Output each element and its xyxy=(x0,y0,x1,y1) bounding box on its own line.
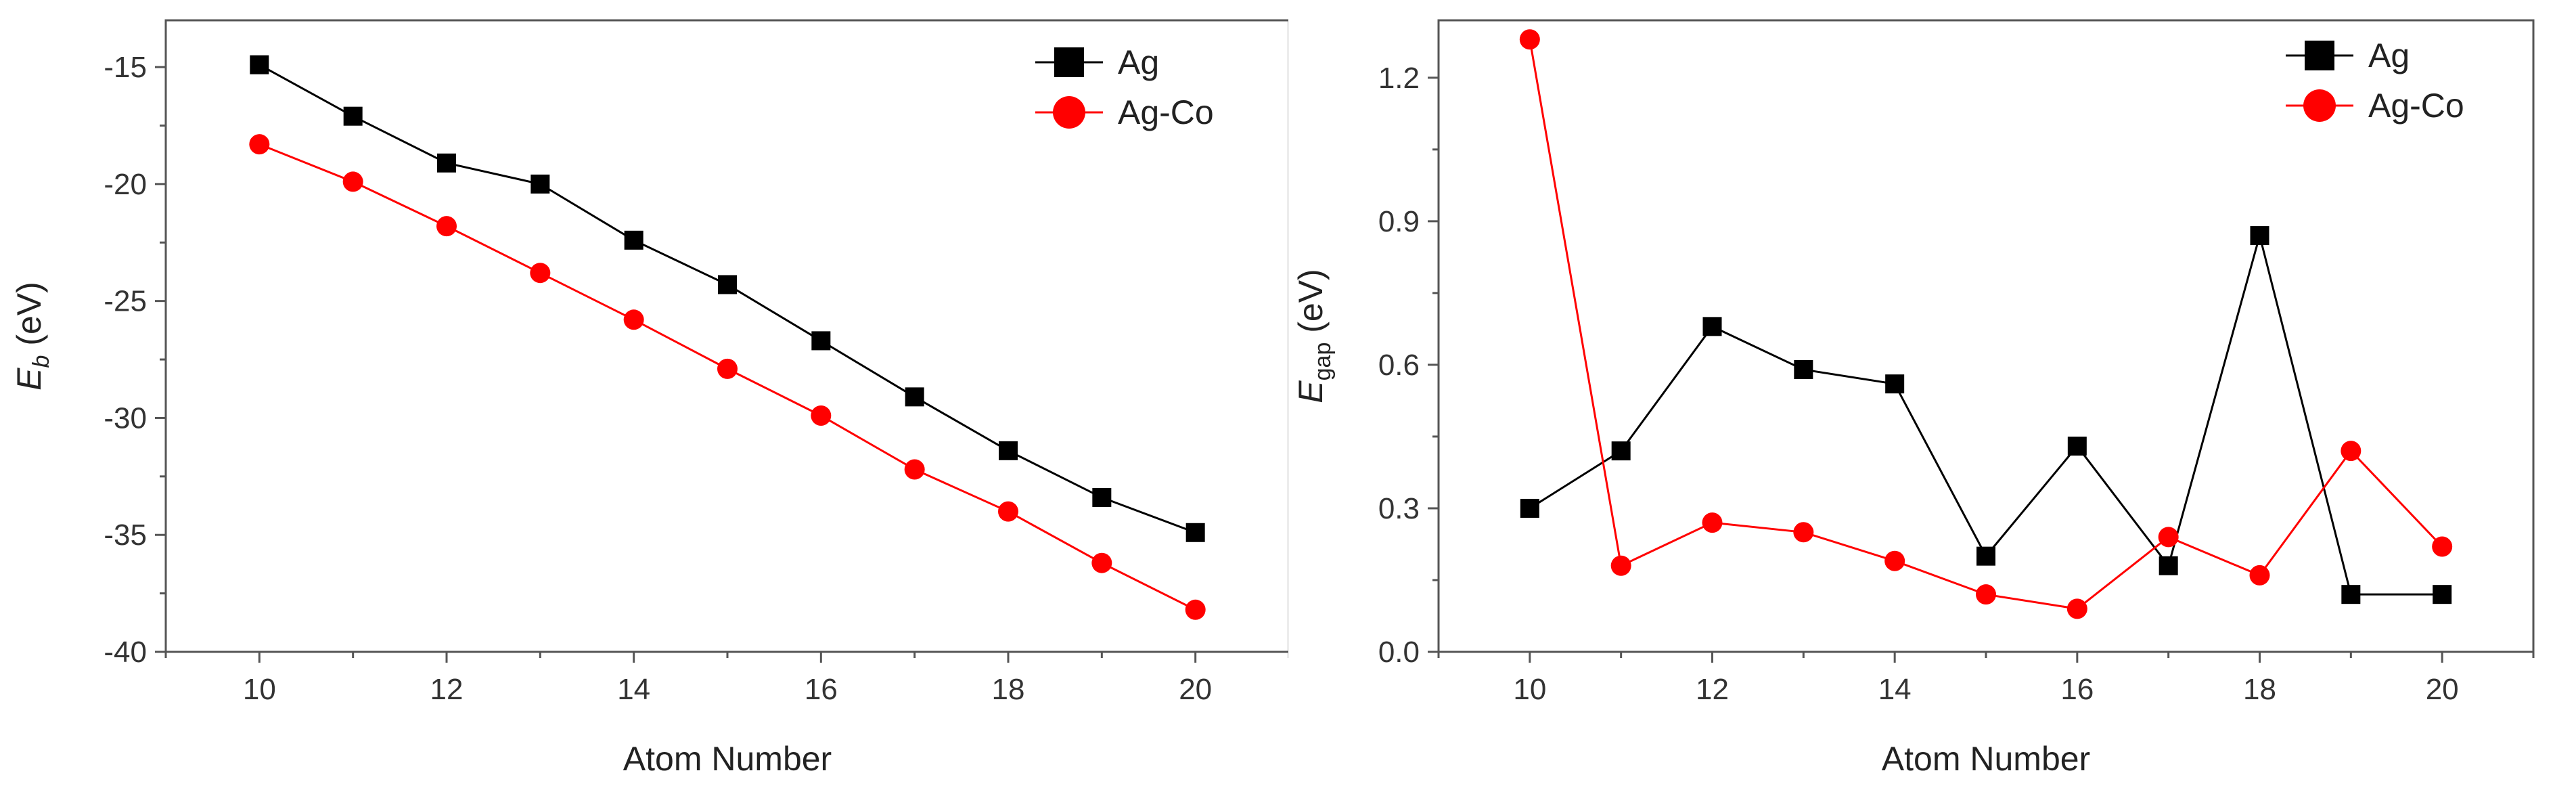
data-point-ag-co xyxy=(623,309,644,330)
y-axis-title-unit: (eV) xyxy=(10,282,48,355)
data-point-ag-co xyxy=(436,216,457,237)
data-point-ag-co xyxy=(2249,565,2270,586)
legend-marker-ag-co xyxy=(2303,89,2336,122)
legend-label-ag: Ag xyxy=(2368,37,2410,74)
data-point-ag xyxy=(1092,487,1112,507)
y-axis-title-symbol: E xyxy=(1292,380,1330,403)
data-point-ag-co xyxy=(2341,441,2362,462)
series-line-ag xyxy=(258,64,1196,534)
data-point-ag xyxy=(2250,226,2269,246)
data-point-ag-co xyxy=(1702,512,1723,533)
x-tick-label: 18 xyxy=(992,673,1025,706)
data-point-ag-co xyxy=(1091,552,1112,573)
x-tick-label: 16 xyxy=(2060,673,2094,706)
data-point-ag-co xyxy=(1976,584,1996,605)
data-point-ag xyxy=(718,275,737,294)
data-point-ag xyxy=(624,230,643,250)
series-line-ag-co xyxy=(1529,39,2443,610)
y-tick-label: 0.0 xyxy=(1378,636,1420,669)
data-point-ag xyxy=(1885,374,1905,394)
y-tick-label: -15 xyxy=(104,51,147,84)
x-tick-label: 14 xyxy=(617,673,650,706)
data-point-ag xyxy=(343,106,363,126)
legend-marker-ag xyxy=(2305,41,2334,70)
data-point-ag xyxy=(250,55,269,74)
data-point-ag xyxy=(1185,523,1205,542)
x-tick-label: 20 xyxy=(1179,673,1212,706)
y-tick-label: -40 xyxy=(104,636,147,669)
data-point-ag xyxy=(2067,437,2087,456)
data-point-ag xyxy=(1794,359,1813,379)
series-line-ag xyxy=(1529,231,2443,596)
data-point-ag xyxy=(2159,556,2178,575)
data-point-ag xyxy=(999,441,1018,460)
y-axis-title: Egap (eV) xyxy=(1292,269,1336,403)
legend-label-ag-co: Ag-Co xyxy=(1118,93,1214,131)
legend-label-ag: Ag xyxy=(1118,43,1159,81)
y-axis-title: Eb (eV) xyxy=(10,282,54,391)
data-point-ag-co xyxy=(904,459,925,480)
data-point-ag-co xyxy=(717,358,738,379)
y-axis-title-subscript: b xyxy=(28,355,54,368)
data-point-ag-co xyxy=(1519,29,1540,50)
data-point-ag-co xyxy=(1610,555,1631,576)
y-axis-title-unit: (eV) xyxy=(1292,269,1330,342)
y-tick-label: 1.2 xyxy=(1378,62,1420,95)
data-point-ag xyxy=(1702,317,1722,336)
y-tick-label: 0.3 xyxy=(1378,492,1420,525)
x-axis-title: Atom Number xyxy=(1882,740,2090,778)
data-point-ag xyxy=(1520,498,1539,518)
data-point-ag-co xyxy=(998,501,1018,522)
y-tick-label: 0.6 xyxy=(1378,349,1420,382)
x-tick-label: 10 xyxy=(243,673,276,706)
legend-marker-ag xyxy=(1054,47,1084,77)
x-tick-label: 20 xyxy=(2426,673,2459,706)
x-tick-label: 12 xyxy=(430,673,464,706)
data-point-ag xyxy=(811,331,831,351)
y-axis-title-subscript: gap xyxy=(1310,343,1336,381)
y-axis-title-symbol: E xyxy=(10,368,48,391)
data-point-ag xyxy=(1611,441,1631,461)
x-tick-label: 10 xyxy=(1513,673,1546,706)
data-point-ag xyxy=(2433,585,2452,604)
data-point-ag xyxy=(437,153,456,173)
binding-energy-chart: 10 12 14 16 18 20 -40 -35 -30 -25 -20 -15 Atom Numbe… xyxy=(10,19,1288,778)
y-tick-label: -25 xyxy=(104,285,147,318)
data-point-ag-co xyxy=(2066,598,2087,619)
energy-gap-chart: 10 12 14 16 18 20 0.0 0.3 0.6 0.9 1.2 Atom Number Eg… xyxy=(1288,0,2576,794)
energy-gap-plot: 10 12 14 16 18 20 0.0 0.3 0.6 0.9 1.2 Atom Number Eg… xyxy=(1292,19,2535,778)
data-point-ag xyxy=(530,174,550,194)
data-point-ag-co xyxy=(2158,527,2179,548)
x-tick-label: 16 xyxy=(805,673,838,706)
x-tick-label: 18 xyxy=(2243,673,2276,706)
data-point-ag-co xyxy=(2432,536,2453,557)
x-axis-title: Atom Number xyxy=(623,740,832,778)
data-point-ag-co xyxy=(1884,550,1905,571)
y-tick-label: -35 xyxy=(104,519,147,552)
data-point-ag xyxy=(1976,546,1995,566)
data-point-ag-co xyxy=(1185,599,1206,620)
x-tick-label: 12 xyxy=(1696,673,1729,706)
y-tick-label: -20 xyxy=(104,168,147,201)
y-tick-label: 0.9 xyxy=(1378,205,1420,238)
y-tick-label: -30 xyxy=(104,401,147,435)
data-point-ag-co xyxy=(811,405,832,426)
data-point-ag-co xyxy=(1793,522,1814,543)
data-point-ag-co xyxy=(249,134,270,155)
data-point-ag-co xyxy=(530,263,551,284)
x-tick-label: 14 xyxy=(1878,673,1912,706)
data-point-ag-co xyxy=(342,171,363,192)
legend-marker-ag-co xyxy=(1053,96,1085,129)
legend-label-ag-co: Ag-Co xyxy=(2368,87,2464,125)
data-point-ag xyxy=(2341,585,2361,604)
data-point-ag xyxy=(905,387,924,407)
binding-energy-plot: 10 12 14 16 18 20 -40 -35 -30 -25 -20 -15 Atom Numbe… xyxy=(10,19,1288,778)
